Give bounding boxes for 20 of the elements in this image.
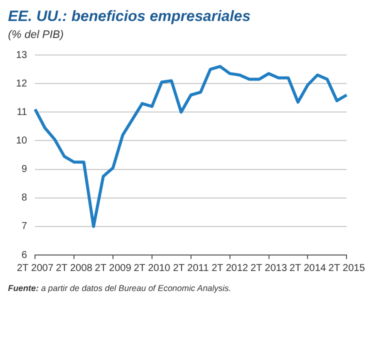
x-tick-label: 2T 2011 [172,262,210,274]
y-tick-label: 13 [16,50,28,61]
y-tick-label: 12 [16,78,28,90]
x-tick-label: 2T 2012 [212,262,249,274]
y-tick-label: 8 [22,192,28,204]
source-note: Fuente: a partir de datos del Bureau of Economic Analysis. [8,283,232,293]
y-tick-label: 9 [22,164,28,176]
chart-subtitle: (% del PIB) [8,29,65,41]
y-tick-label: 11 [16,106,28,118]
x-tick-label: 2T 2015 [328,262,366,274]
chart-title: EE. UU.: beneficios empresariales [8,8,252,25]
x-tick-label: 2T 2013 [250,262,288,274]
x-tick-label: 2T 2009 [94,262,132,274]
x-tick-label: 2T 2007 [16,262,54,274]
x-tick-label: 2T 2014 [289,262,326,274]
y-tick-label: 7 [22,221,28,232]
y-tick-label: 10 [16,135,28,146]
x-tick-label: 2T 2010 [134,262,171,274]
x-tick-label: 2T 2008 [56,262,93,274]
y-tick-label: 6 [22,250,28,261]
